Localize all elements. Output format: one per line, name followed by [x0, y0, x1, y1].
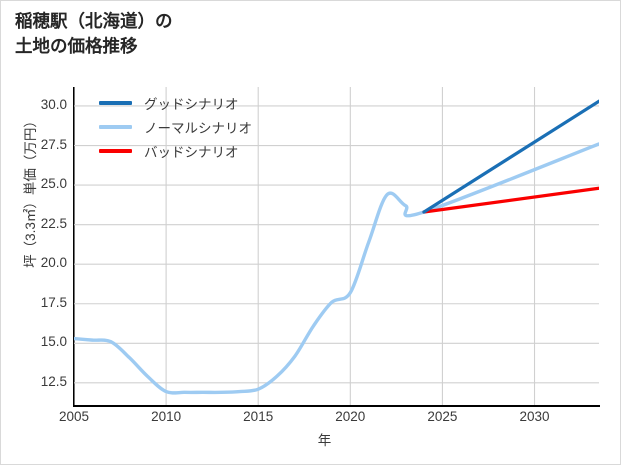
chart-legend: グッドシナリオ ノーマルシナリオ バッドシナリオ: [99, 91, 252, 163]
y-tick-label: 12.5: [40, 373, 67, 389]
y-axis-title: 坪（3.3㎡）単価（万円）: [23, 114, 38, 268]
y-tick-label: 20.0: [40, 255, 67, 271]
legend-item-bad[interactable]: バッドシナリオ: [99, 139, 252, 163]
legend-item-good[interactable]: グッドシナリオ: [99, 91, 252, 115]
grid-lines: [74, 87, 599, 405]
x-tick-label: 2030: [519, 409, 550, 424]
x-tick-label: 2025: [427, 409, 458, 424]
series-line: [422, 99, 599, 214]
y-tick-label: 22.5: [40, 215, 67, 231]
series-line: [422, 186, 599, 214]
legend-item-normal[interactable]: ノーマルシナリオ: [99, 115, 252, 139]
y-tick-label: 30.0: [40, 96, 67, 112]
legend-label-bad: バッドシナリオ: [144, 145, 239, 160]
x-axis-spine: [73, 405, 600, 407]
series-line: [74, 142, 599, 395]
x-tick-label: 2020: [335, 409, 366, 424]
data-series-layer: [74, 99, 599, 395]
x-tick-label: 2005: [58, 409, 90, 424]
chart-title: 稲穂駅（北海道）の 土地の価格推移: [15, 11, 173, 56]
legend-swatch-bad: [99, 149, 132, 153]
y-tick-label: 15.0: [40, 334, 67, 350]
legend-swatch-good: [99, 101, 132, 105]
y-tick-label: 25.0: [40, 176, 67, 192]
y-tick-label: 17.5: [40, 294, 67, 310]
x-axis-title: 年: [317, 433, 332, 448]
plot-area: グッドシナリオ ノーマルシナリオ バッドシナリオ: [74, 87, 599, 405]
legend-label-good: グッドシナリオ: [144, 97, 239, 112]
x-tick-label: 2010: [151, 409, 182, 424]
y-tick-label: 27.5: [40, 136, 67, 152]
x-tick-label: 2015: [243, 409, 274, 424]
legend-label-normal: ノーマルシナリオ: [144, 121, 252, 136]
legend-swatch-normal: [99, 125, 132, 129]
